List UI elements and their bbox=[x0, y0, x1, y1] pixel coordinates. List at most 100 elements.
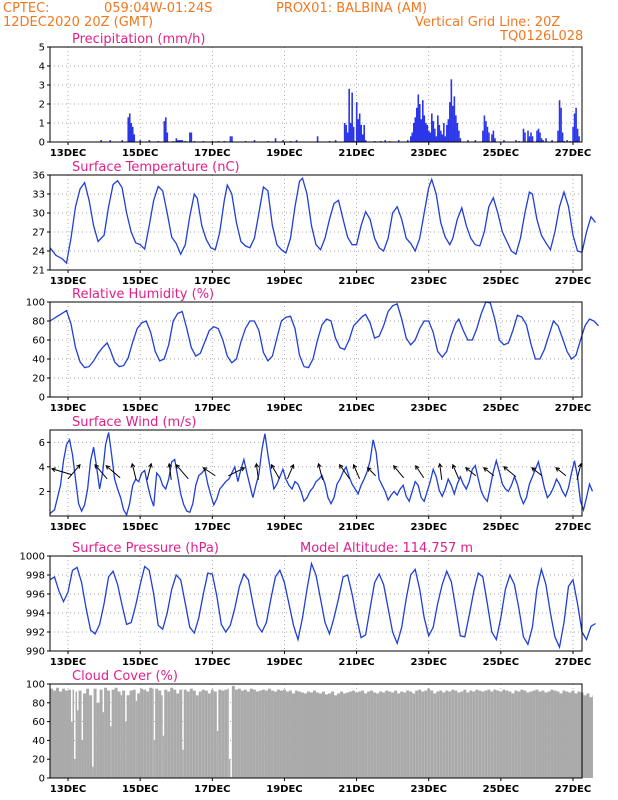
cloud-bar bbox=[129, 690, 133, 778]
cloud-bar bbox=[469, 690, 473, 778]
y-tick-label: 5 bbox=[39, 43, 45, 54]
cloud-bar bbox=[228, 759, 231, 778]
cloud-bar bbox=[68, 689, 72, 778]
precip-bar bbox=[181, 140, 184, 142]
x-tick-label: 23DEC bbox=[411, 276, 447, 287]
cloud-bar bbox=[436, 691, 440, 778]
cloud-bar bbox=[328, 693, 332, 778]
wind-arrow bbox=[503, 466, 517, 478]
x-tick-label: 17DEC bbox=[194, 784, 230, 795]
x-tick-label: 27DEC bbox=[555, 784, 591, 795]
cloud-bar bbox=[104, 687, 108, 778]
wind-arrow bbox=[339, 464, 350, 480]
precip-bar bbox=[573, 113, 576, 142]
precip-bar bbox=[542, 140, 544, 142]
cloud-bar bbox=[99, 689, 103, 778]
wind-arrow-head bbox=[167, 462, 172, 468]
cloud-bar bbox=[213, 691, 217, 778]
precip-bar bbox=[485, 121, 487, 142]
precip-bar bbox=[189, 132, 191, 142]
cloud-bar bbox=[352, 690, 356, 778]
precip-bar bbox=[530, 132, 532, 142]
x-tick-label: 15DEC bbox=[122, 522, 158, 533]
wind-arrow-head bbox=[503, 466, 508, 471]
panel-title: Surface Temperature (nC) bbox=[72, 160, 240, 175]
precip-bar bbox=[488, 132, 490, 142]
precip-bar bbox=[578, 136, 580, 142]
y-tick-label: 990 bbox=[26, 647, 45, 658]
x-tick-label: 27DEC bbox=[555, 276, 591, 287]
cloud-bar bbox=[499, 691, 503, 778]
y-tick-label: 100 bbox=[26, 298, 45, 309]
wind-arrow-head bbox=[437, 462, 443, 468]
precip-bar bbox=[418, 104, 421, 142]
wind-arrow bbox=[415, 465, 425, 479]
precip-bar bbox=[414, 117, 417, 142]
cloud-bar bbox=[571, 690, 575, 778]
cloud-bar bbox=[400, 691, 404, 778]
cloud-bar bbox=[86, 688, 90, 778]
y-tick-label: 996 bbox=[26, 590, 45, 601]
cloud-bar bbox=[484, 690, 488, 778]
x-tick-label: 15DEC bbox=[122, 403, 158, 414]
header-run: 12DEC2020 20Z (GMT) bbox=[3, 15, 153, 30]
wind-arrow bbox=[228, 467, 245, 477]
y-tick-label: 40 bbox=[32, 736, 45, 747]
precip-bar bbox=[128, 113, 131, 142]
wind-arrow-head bbox=[105, 465, 111, 470]
precip-bar bbox=[177, 140, 179, 142]
precip-bar bbox=[494, 138, 496, 142]
cloud-bar bbox=[155, 688, 159, 778]
series-line bbox=[49, 432, 594, 517]
x-tick-label: 27DEC bbox=[555, 148, 591, 159]
cloud-bar bbox=[334, 695, 338, 778]
cloud-bar bbox=[445, 690, 449, 778]
precip-bar bbox=[531, 136, 534, 142]
wind-arrow-head bbox=[317, 462, 322, 468]
cloud-bar bbox=[176, 693, 180, 778]
cloud-bar bbox=[285, 691, 289, 778]
cloud-bar bbox=[224, 689, 228, 778]
x-tick-label: 25DEC bbox=[483, 403, 519, 414]
x-tick-label: 23DEC bbox=[411, 403, 447, 414]
cloud-bar bbox=[216, 731, 219, 778]
precip-bar bbox=[348, 88, 350, 142]
wind-arrow-head bbox=[270, 463, 276, 469]
cloud-bar bbox=[535, 689, 539, 778]
cloud-bar bbox=[161, 695, 163, 778]
precip-bar bbox=[316, 136, 319, 142]
precip-bar bbox=[412, 123, 415, 142]
cloud-bar bbox=[135, 700, 138, 778]
cloud-bar bbox=[406, 690, 410, 778]
precip-bar bbox=[345, 124, 347, 142]
precip-bar bbox=[522, 128, 525, 142]
cloud-bar bbox=[514, 690, 518, 778]
y-tick-label: 4 bbox=[39, 462, 45, 473]
header-grid-note: Vertical Grid Line: 20Z bbox=[415, 15, 560, 30]
precip-bar bbox=[429, 132, 432, 142]
cloud-bar bbox=[270, 690, 274, 778]
precip-bar bbox=[575, 107, 577, 142]
precip-bar bbox=[190, 132, 193, 142]
x-tick-label: 25DEC bbox=[483, 148, 519, 159]
wind-arrow bbox=[555, 467, 567, 477]
precip-bar bbox=[572, 126, 574, 142]
precip-bar bbox=[434, 128, 436, 142]
precip-bar bbox=[178, 140, 181, 142]
cloud-bar bbox=[364, 693, 368, 778]
precip-bar bbox=[443, 123, 445, 142]
precip-bar bbox=[527, 130, 529, 142]
cloud-bar bbox=[152, 688, 154, 778]
wind-arrow bbox=[393, 465, 405, 479]
plot-frame bbox=[49, 174, 583, 271]
precip-bar bbox=[363, 124, 365, 142]
wind-arrow-head bbox=[366, 467, 372, 472]
cloud-bar bbox=[114, 687, 118, 778]
wind-arrow bbox=[105, 465, 121, 479]
chart-panel-4: 990 992 994 996 998 1000 13DEC 15DEC 17DEC 19DEC 2… bbox=[20, 541, 596, 668]
cloud-bar bbox=[111, 689, 115, 778]
precip-bar bbox=[459, 138, 462, 142]
cloud-bar bbox=[388, 691, 392, 778]
cloud-bar bbox=[574, 693, 578, 778]
cloud-bar bbox=[92, 766, 94, 778]
